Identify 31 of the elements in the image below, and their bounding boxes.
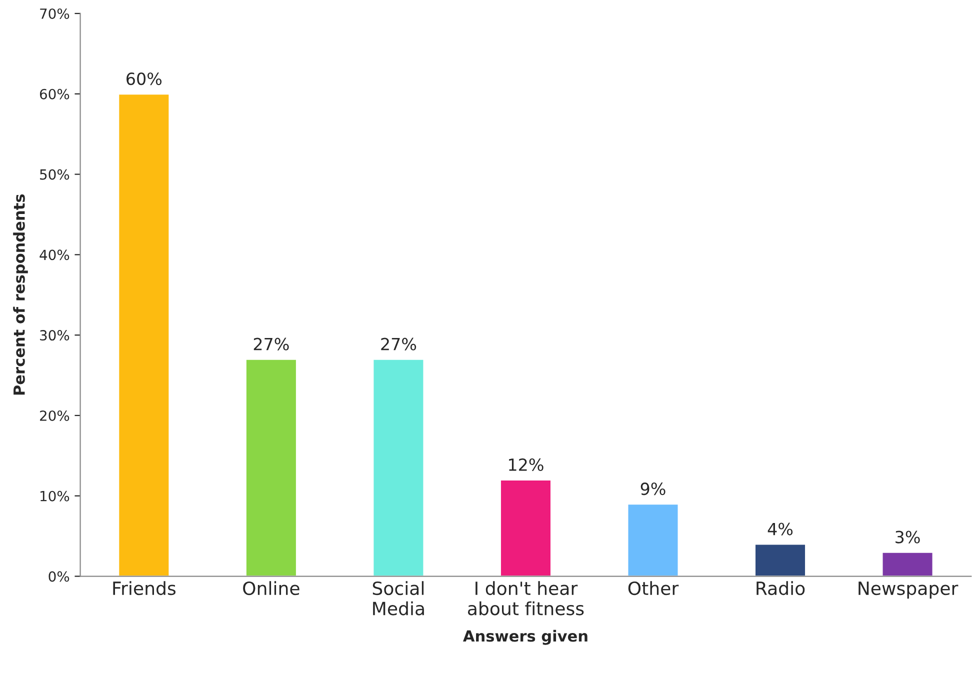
data-label: 27% [254, 338, 289, 350]
x-tick-label: Social Media [372, 581, 424, 616]
y-tick-label: 10% [40, 490, 70, 502]
x-tick-label: Radio [756, 581, 805, 596]
data-label: 3% [896, 530, 920, 544]
bar [500, 479, 552, 576]
x-tick-label: Friends [113, 581, 176, 596]
data-label: 27% [381, 338, 416, 350]
x-axis-title: Answers given [463, 630, 588, 645]
bar [245, 358, 298, 576]
x-tick-label: Online [243, 581, 300, 596]
bar [881, 551, 934, 576]
x-tick-label: Newspaper [858, 582, 958, 599]
y-tick-label: 40% [40, 250, 70, 260]
y-axis-title: Percent of respondents [13, 194, 28, 395]
y-tick-label: 70% [40, 8, 70, 19]
bar [118, 93, 170, 576]
x-tick-label: Other [628, 581, 679, 596]
data-label: 12% [509, 458, 544, 472]
y-tick-label: 0% [48, 571, 70, 582]
x-tick-label: I don't hear about fitness [468, 581, 584, 616]
y-tick-label: 50% [40, 169, 70, 180]
data-label: 60% [126, 72, 162, 86]
y-tick-label: 30% [40, 330, 70, 341]
bar [372, 358, 425, 576]
bar [754, 543, 806, 576]
y-tick-label: 60% [40, 88, 70, 100]
y-tick-label: 20% [40, 410, 70, 421]
bar [626, 503, 680, 576]
data-label: 4% [768, 522, 793, 536]
data-label: 9% [640, 482, 666, 496]
